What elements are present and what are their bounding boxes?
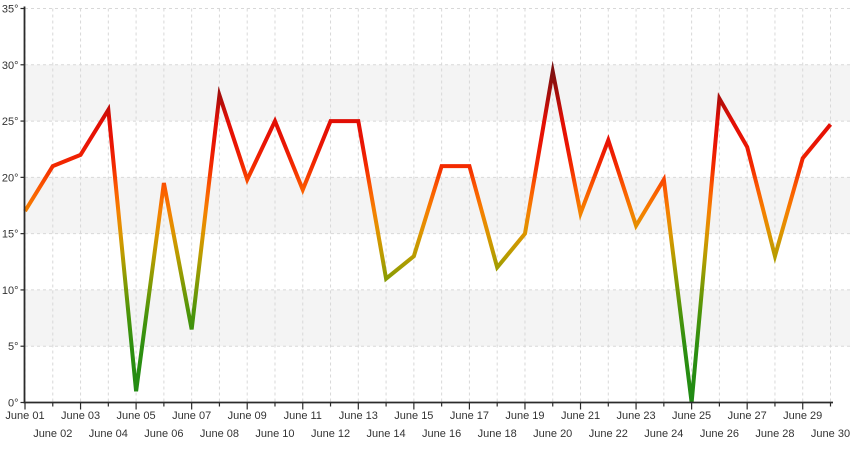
x-tick-label: June 07 xyxy=(172,410,211,422)
plot-band xyxy=(25,64,850,122)
x-tick-label: June 24 xyxy=(644,428,683,440)
x-tick-label: June 06 xyxy=(144,428,183,440)
x-tick-label: June 02 xyxy=(33,428,72,440)
x-tick-label: June 22 xyxy=(589,428,628,440)
y-tick-label: 10° xyxy=(2,285,19,297)
y-tick-label: 30° xyxy=(2,60,19,72)
y-tick-label: 20° xyxy=(2,172,19,184)
x-tick-label: June 03 xyxy=(61,410,100,422)
x-tick-label: June 09 xyxy=(228,410,267,422)
x-tick-label: June 30 xyxy=(811,428,850,440)
x-tick-label: June 19 xyxy=(505,410,544,422)
x-tick-label: June 10 xyxy=(255,428,294,440)
x-tick-label: June 26 xyxy=(700,428,739,440)
x-tick-label: June 23 xyxy=(616,410,655,422)
x-tick-label: June 13 xyxy=(339,410,378,422)
x-tick-label: June 01 xyxy=(5,410,44,422)
y-tick-label: 0° xyxy=(8,398,19,410)
x-tick-label: June 20 xyxy=(533,428,572,440)
x-tick-label: June 08 xyxy=(200,428,239,440)
x-tick-label: June 27 xyxy=(728,410,767,422)
x-tick-label: June 12 xyxy=(311,428,350,440)
x-tick-label: June 05 xyxy=(117,410,156,422)
x-tick-label: June 29 xyxy=(783,410,822,422)
x-tick-label: June 15 xyxy=(394,410,433,422)
y-tick-label: 5° xyxy=(8,341,19,353)
plot-band xyxy=(25,289,850,347)
x-tick-label: June 16 xyxy=(422,428,461,440)
x-tick-label: June 25 xyxy=(672,410,711,422)
x-tick-label: June 28 xyxy=(755,428,794,440)
x-tick-label: June 21 xyxy=(561,410,600,422)
x-tick-label: June 17 xyxy=(450,410,489,422)
y-tick-label: 35° xyxy=(2,4,19,16)
x-tick-label: June 14 xyxy=(367,428,406,440)
temperature-line xyxy=(23,60,833,403)
x-tick-label: June 18 xyxy=(478,428,517,440)
y-tick-label: 15° xyxy=(2,229,19,241)
y-tick-label: 25° xyxy=(2,116,19,128)
x-tick-label: June 04 xyxy=(89,428,128,440)
x-tick-label: June 11 xyxy=(284,410,322,422)
